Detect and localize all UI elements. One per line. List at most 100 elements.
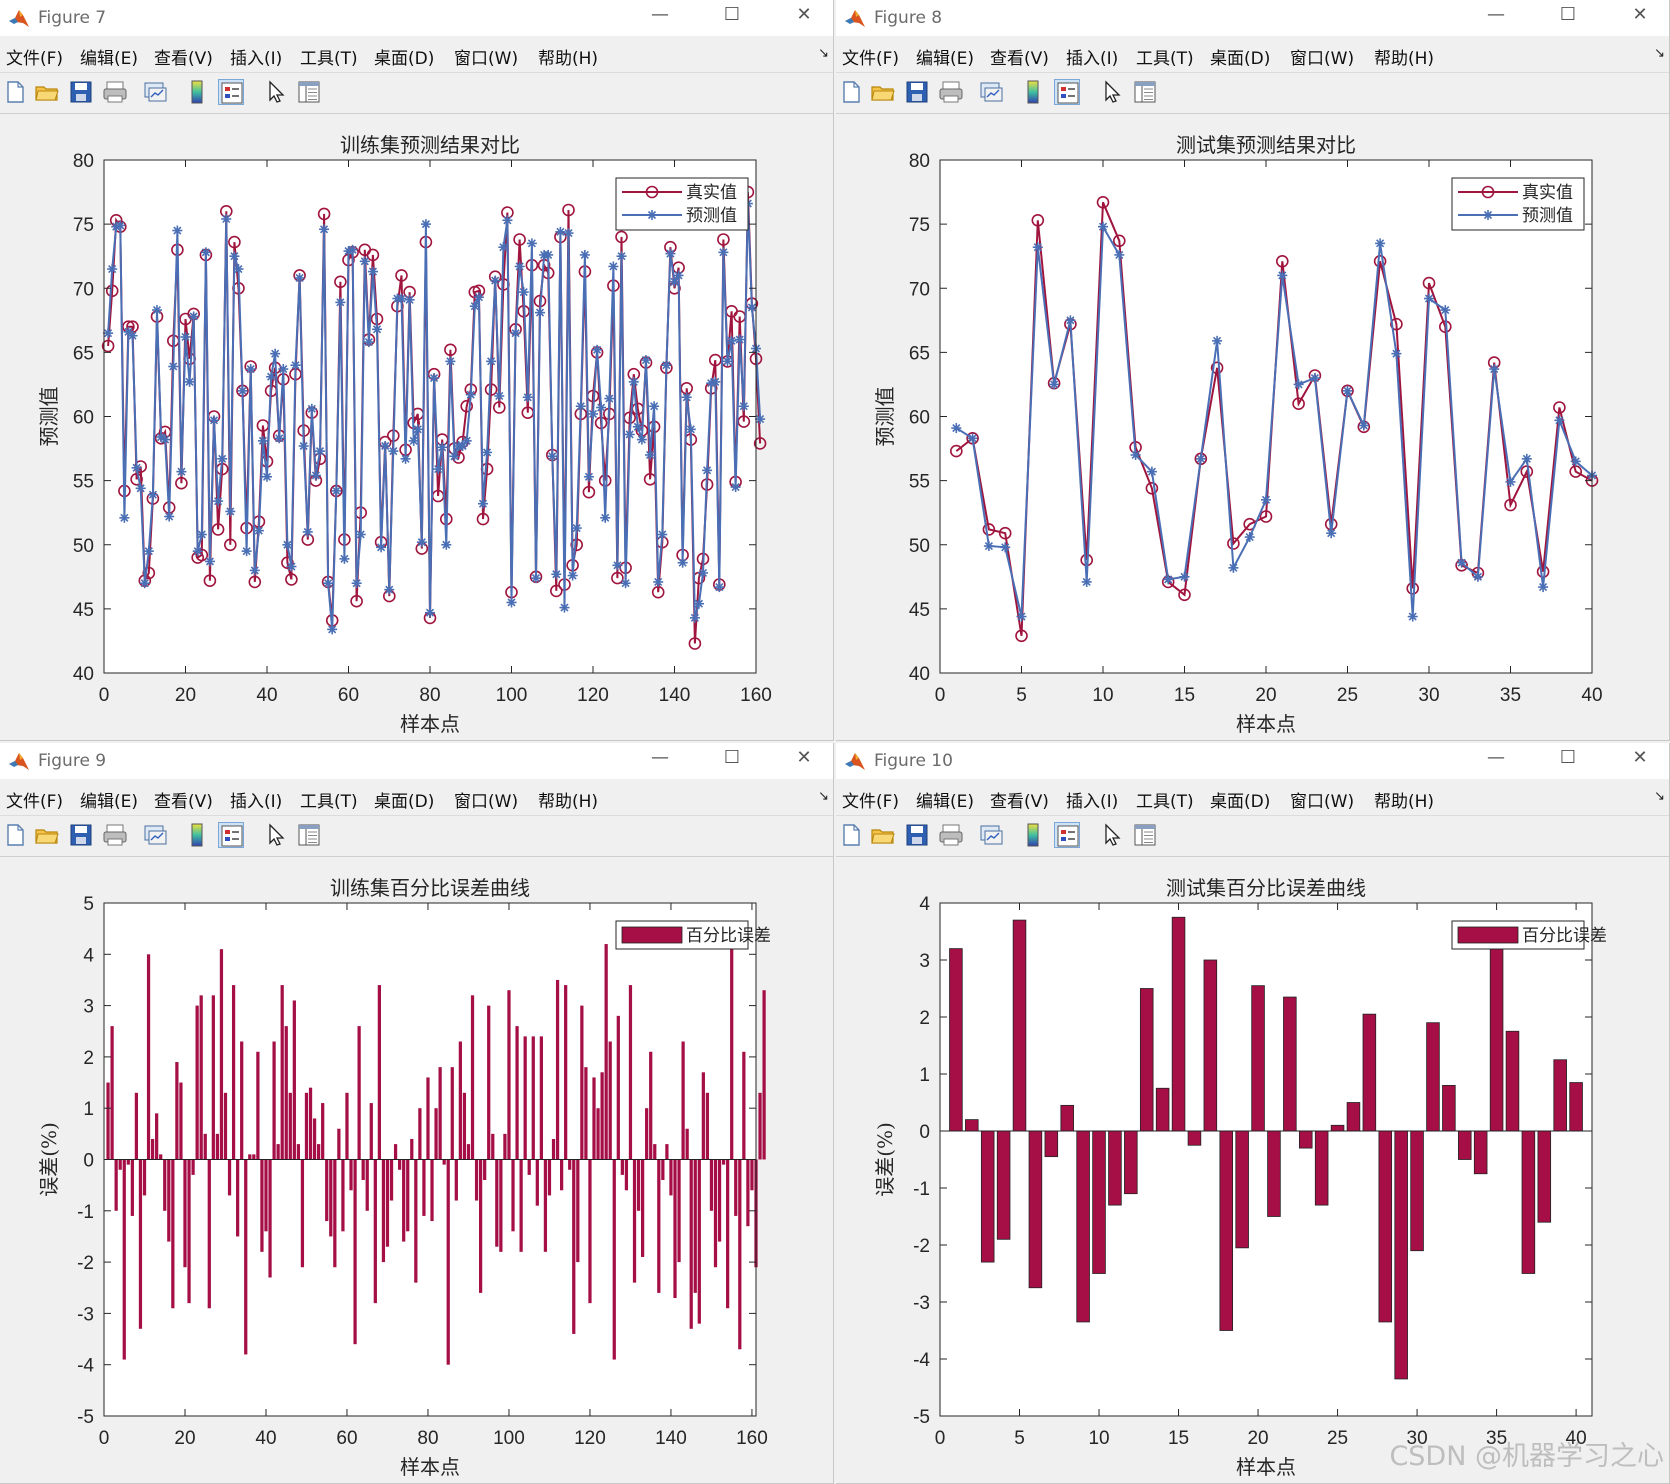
menu-item[interactable]: 桌面(D)	[374, 792, 435, 812]
menu-item[interactable]: 编辑(E)	[916, 792, 975, 812]
legend-marker	[647, 210, 657, 220]
colorbar-icon[interactable]	[1020, 822, 1046, 848]
print-icon[interactable]	[938, 822, 964, 848]
menu-overflow-icon[interactable]: ↘	[1654, 46, 1665, 61]
menu-item[interactable]: 查看(V)	[990, 49, 1049, 69]
legend-icon[interactable]	[218, 822, 244, 848]
error-bar	[126, 1159, 130, 1165]
property-inspector-icon[interactable]	[296, 822, 322, 848]
y-tick-label: 40	[73, 664, 94, 685]
menu-overflow-icon[interactable]: ↘	[818, 46, 829, 61]
colorbar-icon[interactable]	[1020, 79, 1046, 105]
menu-item[interactable]: 文件(F)	[842, 792, 900, 812]
close-button[interactable]: ✕	[796, 4, 812, 25]
menu-item[interactable]: 查看(V)	[990, 792, 1049, 812]
link-plot-icon[interactable]	[978, 79, 1004, 105]
minimize-button[interactable]: —	[651, 747, 669, 768]
true-point	[615, 230, 628, 244]
open-folder-icon[interactable]	[870, 79, 896, 105]
new-file-icon[interactable]	[2, 79, 28, 105]
property-inspector-icon[interactable]	[296, 79, 322, 105]
pointer-icon[interactable]	[1098, 822, 1124, 848]
property-inspector-icon[interactable]	[1132, 79, 1158, 105]
menu-item[interactable]: 桌面(D)	[374, 49, 435, 69]
legend-icon[interactable]	[1054, 79, 1080, 105]
print-icon[interactable]	[102, 79, 128, 105]
menu-item[interactable]: 工具(T)	[300, 49, 358, 69]
pred-point	[636, 434, 647, 445]
close-button[interactable]: ✕	[796, 747, 812, 768]
minimize-button[interactable]: —	[651, 4, 669, 25]
pred-point	[551, 569, 562, 580]
legend-icon[interactable]	[1054, 822, 1080, 848]
menu-item[interactable]: 桌面(D)	[1210, 792, 1271, 812]
menu-item[interactable]: 帮助(H)	[538, 792, 599, 812]
link-plot-icon[interactable]	[142, 822, 168, 848]
legend-icon[interactable]	[218, 79, 244, 105]
open-folder-icon[interactable]	[34, 79, 60, 105]
menu-item[interactable]: 文件(F)	[6, 792, 64, 812]
menu-item[interactable]: 插入(I)	[230, 49, 283, 69]
menu-item[interactable]: 插入(I)	[230, 792, 283, 812]
pointer-icon[interactable]	[262, 79, 288, 105]
save-icon[interactable]	[68, 822, 94, 848]
close-button[interactable]: ✕	[1632, 747, 1648, 768]
menu-item[interactable]: 编辑(E)	[80, 792, 139, 812]
pointer-icon[interactable]	[1098, 79, 1124, 105]
y-tick-label: 2	[919, 1008, 930, 1029]
menu-item[interactable]: 插入(I)	[1066, 792, 1119, 812]
save-icon[interactable]	[904, 79, 930, 105]
menu-item[interactable]: 文件(F)	[842, 49, 900, 69]
menu-item[interactable]: 查看(V)	[154, 49, 213, 69]
menu-item[interactable]: 工具(T)	[1136, 792, 1194, 812]
error-bar	[531, 1036, 535, 1160]
link-plot-icon[interactable]	[142, 79, 168, 105]
menu-item[interactable]: 文件(F)	[6, 49, 64, 69]
error-bar	[321, 1103, 325, 1160]
open-folder-icon[interactable]	[34, 822, 60, 848]
menu-overflow-icon[interactable]: ↘	[818, 789, 829, 804]
menu-item[interactable]: 编辑(E)	[916, 49, 975, 69]
menu-item[interactable]: 窗口(W)	[454, 49, 519, 69]
menu-item[interactable]: 帮助(H)	[1374, 792, 1435, 812]
legend-label: 预测值	[1522, 206, 1573, 226]
error-bar	[746, 1159, 750, 1227]
menu-overflow-icon[interactable]: ↘	[1654, 789, 1665, 804]
new-file-icon[interactable]	[838, 79, 864, 105]
close-button[interactable]: ✕	[1632, 4, 1648, 25]
pointer-icon[interactable]	[262, 822, 288, 848]
menu-item[interactable]: 帮助(H)	[538, 49, 599, 69]
pred-point	[563, 228, 574, 239]
menu-item[interactable]: 插入(I)	[1066, 49, 1119, 69]
pred-point	[425, 607, 435, 618]
pred-point	[486, 356, 497, 367]
menu-item[interactable]: 编辑(E)	[80, 49, 139, 69]
colorbar-icon[interactable]	[184, 822, 210, 848]
minimize-button[interactable]: —	[1487, 747, 1505, 768]
menu-item[interactable]: 窗口(W)	[454, 792, 519, 812]
save-icon[interactable]	[904, 822, 930, 848]
print-icon[interactable]	[938, 79, 964, 105]
save-icon[interactable]	[68, 79, 94, 105]
menu-item[interactable]: 工具(T)	[1136, 49, 1194, 69]
colorbar-icon[interactable]	[184, 79, 210, 105]
maximize-button[interactable]: ☐	[723, 4, 741, 25]
open-folder-icon[interactable]	[870, 822, 896, 848]
menu-item[interactable]: 桌面(D)	[1210, 49, 1271, 69]
maximize-button[interactable]: ☐	[1559, 4, 1577, 25]
property-inspector-icon[interactable]	[1132, 822, 1158, 848]
link-plot-icon[interactable]	[978, 822, 1004, 848]
maximize-button[interactable]: ☐	[723, 747, 741, 768]
error-bar	[620, 1159, 624, 1175]
print-icon[interactable]	[102, 822, 128, 848]
minimize-button[interactable]: —	[1487, 4, 1505, 25]
menu-item[interactable]: 查看(V)	[154, 792, 213, 812]
menu-item[interactable]: 帮助(H)	[1374, 49, 1435, 69]
new-file-icon[interactable]	[2, 822, 28, 848]
menu-item[interactable]: 窗口(W)	[1290, 792, 1355, 812]
error-bar	[442, 1159, 446, 1165]
menu-item[interactable]: 窗口(W)	[1290, 49, 1355, 69]
menu-item[interactable]: 工具(T)	[300, 792, 358, 812]
new-file-icon[interactable]	[838, 822, 864, 848]
maximize-button[interactable]: ☐	[1559, 747, 1577, 768]
